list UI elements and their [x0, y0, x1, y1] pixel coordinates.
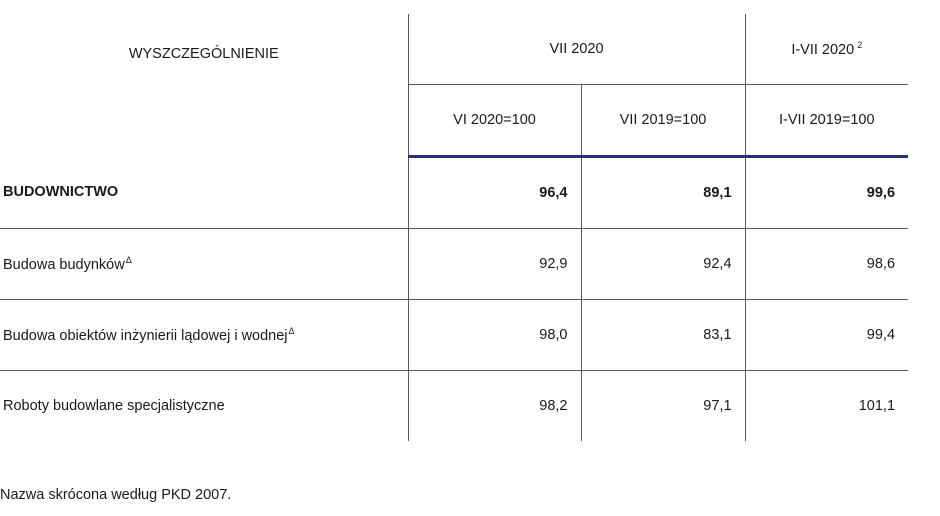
table-row: Budowa obiektów inżynierii lądowej i wod… [0, 299, 909, 371]
cell-value: 101,1 [858, 398, 896, 414]
triangle-mark: Δ [125, 255, 132, 265]
cell-value: 92,4 [581, 228, 746, 300]
table-row: Budowa budynkówΔ 92,9 92,4 98,6 [0, 228, 909, 300]
cell-value: 99,4 [745, 299, 909, 371]
footnote-text: Nazwa skrócona według PKD 2007. [0, 487, 232, 503]
cell-value: 97,1 [581, 370, 746, 441]
cell-value: 98,6 [745, 228, 909, 300]
row-label: BUDOWNICTWO [0, 156, 409, 229]
row-label-text: Budowa budynków [3, 257, 125, 273]
header-group-cumulative: I-VII 2020 2 [745, 14, 909, 85]
cell-value: 98,2 [408, 370, 582, 441]
header-group-month-text: VII 2020 [549, 41, 604, 57]
header-group-month: VII 2020 [408, 14, 746, 85]
header-group-cumulative-text: I-VII 2020 [791, 42, 855, 58]
table-row: BUDOWNICTWO 96,4 89,1 99,6 [0, 156, 909, 229]
header-specification: WYSZCZEGÓLNIENIE [0, 14, 409, 157]
cell-value: 92,9 [408, 228, 582, 300]
row-label-text: BUDOWNICTWO [3, 184, 119, 201]
header-col-prev-year: VII 2019=100 [581, 84, 746, 158]
row-label: Budowa budynkówΔ [0, 228, 409, 300]
header-col-prev-month: VI 2020=100 [408, 84, 582, 158]
row-label: Budowa obiektów inżynierii lądowej i wod… [0, 299, 409, 371]
row-label-text: Roboty budowlane specjalistyczne [3, 398, 225, 414]
cell-value: 89,1 [581, 156, 746, 229]
cell-value: 96,4 [408, 156, 582, 229]
row-label-text: Budowa obiektów inżynierii lądowej i wod… [3, 328, 288, 344]
cell-value: 98,0 [408, 299, 582, 371]
cell-value: 83,1 [581, 299, 746, 371]
footnote-marker: 2 [857, 40, 863, 50]
statistics-table: WYSZCZEGÓLNIENIE VII 2020 I-VII 2020 2 VI… [0, 14, 909, 441]
cell-value: 99,6 [745, 156, 909, 229]
row-label: Roboty budowlane specjalistyczne [0, 370, 409, 441]
triangle-mark: Δ [288, 326, 295, 336]
header-col-cumulative: I-VII 2019=100 [745, 84, 909, 158]
header-specification-text: WYSZCZEGÓLNIENIE [128, 46, 279, 63]
table-row: Roboty budowlane specjalistyczne 98,2 97… [0, 370, 908, 441]
